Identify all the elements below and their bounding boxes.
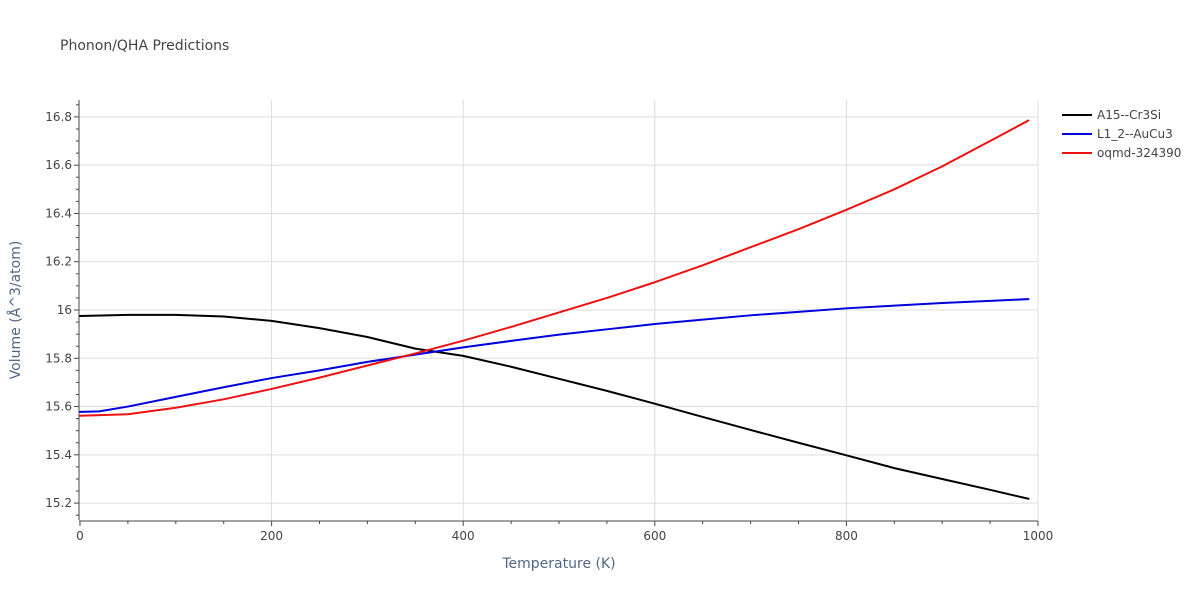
- y-tick-label: 16.4: [45, 206, 72, 220]
- series-line: [79, 313, 1030, 500]
- x-tick-label: 400: [452, 529, 475, 543]
- x-tick-label: 800: [835, 529, 858, 543]
- chart-title: Phonon/QHA Predictions: [60, 38, 229, 54]
- x-tick-label: 600: [643, 529, 666, 543]
- legend-entry-label: A15--Cr3Si: [1097, 108, 1161, 122]
- y-tick-label: 16.8: [45, 110, 72, 124]
- y-axis-title: Volume (Å^3/atom): [7, 241, 24, 380]
- legend: A15--Cr3Si L1_2--AuCu3 oqmd-324390: [1062, 108, 1181, 160]
- grid: [80, 100, 1039, 520]
- series-lines: [79, 119, 1030, 500]
- x-tick-label: 200: [260, 529, 283, 543]
- y-tick-label: 15.8: [45, 351, 72, 365]
- x-axis-title: Temperature (K): [501, 556, 615, 572]
- x-tick-label: 1000: [1023, 529, 1054, 543]
- series-line: [79, 119, 1030, 417]
- axes: 0 200 400 600 800 1000 15.2 15.4 15.6 15.8 16 16.2 1…: [45, 100, 1053, 543]
- y-tick-label: 16.6: [45, 158, 72, 172]
- y-tick-label: 16.2: [45, 255, 72, 269]
- y-tick-label: 16: [57, 303, 72, 317]
- y-tick-label: 15.6: [45, 400, 72, 414]
- y-tick-label: 15.4: [45, 448, 72, 462]
- series-line: [79, 298, 1030, 413]
- x-tick-label: 0: [76, 529, 84, 543]
- y-tick-label: 15.2: [45, 496, 72, 510]
- legend-entry-label: oqmd-324390: [1097, 146, 1181, 160]
- legend-entry-label: L1_2--AuCu3: [1097, 127, 1173, 141]
